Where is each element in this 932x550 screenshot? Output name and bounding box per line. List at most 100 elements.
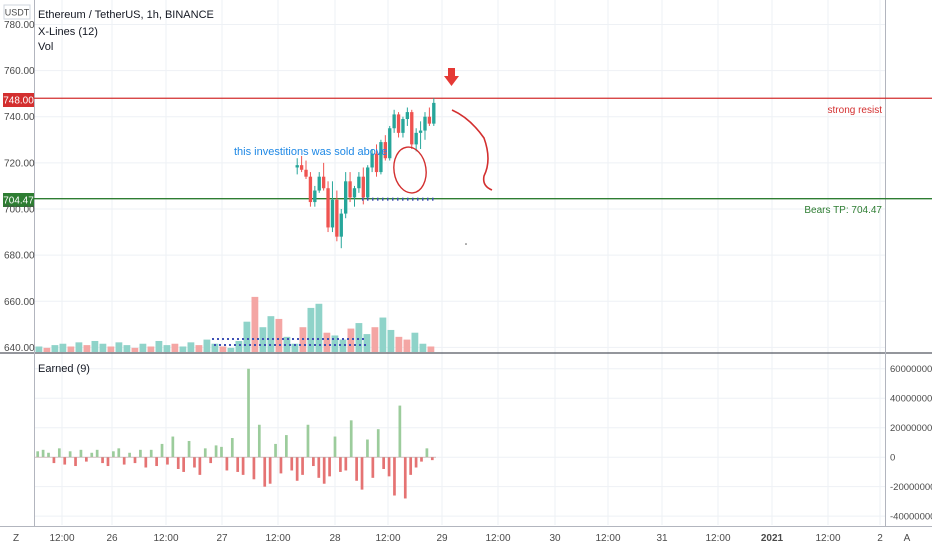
price-tick-label: 780.00 (4, 20, 35, 31)
earned-bar (403, 457, 407, 499)
earned-tick-label: 0 (890, 453, 895, 464)
xline-marker (377, 197, 379, 201)
support-price-label: 704.47 (3, 196, 34, 207)
time-tick-label: 30 (549, 533, 561, 544)
candlesticks[interactable] (295, 98, 436, 249)
support-price-tag (3, 193, 34, 207)
volume-bar (243, 321, 251, 352)
candle-body (418, 130, 423, 133)
indicator-volume-label[interactable]: Vol (38, 41, 53, 53)
price-tick-label: 720.00 (4, 158, 35, 169)
price-tick-label: 740.00 (4, 112, 35, 123)
earned-bar (376, 429, 380, 458)
earned-bar (317, 457, 321, 478)
earned-bar (112, 451, 115, 458)
xline-marker (247, 338, 249, 340)
candle-body (330, 199, 335, 228)
earned-bar (79, 449, 83, 458)
volume-bar (331, 335, 339, 352)
candle-body (401, 119, 405, 133)
xline-marker (249, 344, 251, 346)
volume-bar (315, 303, 323, 352)
earned-tick-label: 20000000 (890, 423, 932, 434)
volume-bar (163, 345, 171, 352)
volume-bar (251, 296, 259, 352)
volume-bar (419, 343, 427, 352)
time-axis[interactable]: 12:00 26 12:00 27 12:00 28 12:00 29 12:00 30 12:00… (49, 533, 883, 544)
earned-bar (225, 457, 229, 471)
xline-marker (427, 197, 429, 201)
xline-marker (254, 344, 256, 346)
chart-title: Ethereum / TetherUS, 1h, BINANCE (38, 9, 214, 21)
note-text: this investitions was sold above (234, 146, 387, 158)
time-tick-label: 12:00 (153, 533, 178, 544)
candle-body (348, 181, 352, 198)
earned-bar (128, 452, 131, 458)
auto-scale-toggle-right[interactable]: A (904, 533, 911, 544)
price-tick-label: 760.00 (4, 66, 35, 77)
volume-bar (59, 343, 67, 352)
earned-bar (47, 452, 50, 458)
xline-marker (284, 344, 286, 346)
candle-body (317, 176, 321, 191)
price-axis[interactable]: 780.00 760.00 740.00 720.00 700.00 680.00 660.… (4, 20, 35, 354)
earned-bar (393, 457, 396, 496)
earned-bar (220, 446, 223, 458)
earned-tick-label: 60000000 (890, 364, 932, 375)
earned-bar (301, 457, 304, 475)
xline-marker (357, 338, 359, 340)
support-text: Bears TP: 704.47 (804, 205, 882, 216)
volume-bar (131, 347, 139, 352)
xline-marker (382, 197, 384, 201)
xline-marker (327, 338, 329, 340)
time-tick-label: 12:00 (595, 533, 620, 544)
earned-bar (182, 457, 185, 472)
xline-marker (314, 344, 316, 346)
xline-marker (237, 338, 239, 340)
xline-marker (239, 344, 241, 346)
indicator-xlines-label[interactable]: X-Lines (12) (38, 26, 98, 38)
time-tick-label: 2021 (761, 533, 784, 544)
xline-marker (329, 344, 331, 346)
time-tick-label: 12:00 (49, 533, 74, 544)
currency-badge[interactable] (3, 4, 31, 20)
earned-bar (306, 424, 310, 458)
auto-scale-toggle-left[interactable]: Z (13, 533, 19, 544)
candle-body (313, 190, 317, 203)
earned-bar (193, 457, 196, 468)
xline-marker (362, 338, 364, 340)
earned-bar (36, 451, 40, 458)
earned-bar (122, 457, 126, 465)
xline-marker (347, 338, 349, 340)
xline-marker (257, 338, 259, 340)
xline-marker (212, 338, 214, 340)
down-arrow-icon (444, 68, 459, 86)
candle-body (357, 176, 361, 189)
volume-bar (403, 339, 411, 352)
volume-bar (107, 346, 115, 352)
earned-tick-label: -20000000 (890, 482, 932, 493)
small-dot (465, 243, 467, 245)
earned-bar (133, 457, 137, 464)
drawing-annotations[interactable] (391, 68, 493, 245)
earned-axis[interactable]: 60000000 40000000 20000000 0 -20000000 -40000… (890, 364, 932, 522)
volume-bars (35, 296, 435, 352)
volume-bar (387, 329, 395, 352)
earned-bar (57, 448, 61, 458)
earned-bar (52, 457, 56, 464)
xline-marker (224, 344, 226, 346)
volume-bar (123, 345, 131, 352)
earned-bar (95, 449, 99, 458)
earned-panel-title[interactable]: Earned (9) (38, 363, 90, 375)
xline-marker (432, 197, 434, 201)
xline-marker (299, 344, 301, 346)
earned-bar (414, 457, 418, 468)
earned-bar (117, 448, 121, 458)
earned-tick-label: -40000000 (890, 512, 932, 523)
volume-bar (203, 339, 211, 352)
time-tick-label: 2 (877, 533, 883, 544)
candle-body (361, 176, 365, 198)
candle-body (388, 128, 392, 159)
xline-marker (337, 338, 339, 340)
